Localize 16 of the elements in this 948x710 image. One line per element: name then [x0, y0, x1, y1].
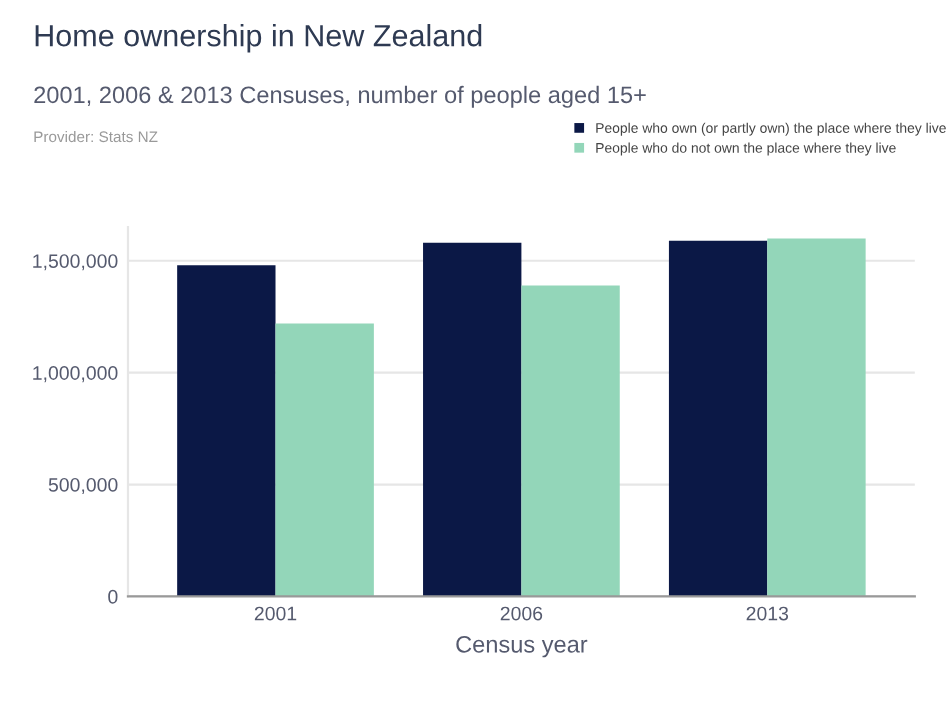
- bar: [177, 265, 276, 597]
- chart-title: Home ownership in New Zealand: [35, 24, 482, 53]
- y-tick-label: 1,000,000: [33, 366, 118, 383]
- y-tick-label: 0: [108, 589, 118, 604]
- bar: [668, 240, 768, 597]
- x-tick-label: 2001: [254, 606, 297, 621]
- x-tick-label: 2006: [500, 606, 543, 621]
- bar: [767, 238, 866, 597]
- y-tick-label: 500,000: [48, 477, 118, 495]
- x-tick-label: 2013: [746, 606, 789, 621]
- bar: [275, 323, 374, 597]
- chart-subtitle: 2001, 2006 & 2013 Censuses, number of people aged 15+: [34, 85, 646, 108]
- y-tick-label: 1,500,000: [33, 254, 118, 271]
- bar: [521, 285, 620, 597]
- x-axis-title: Census year: [456, 635, 588, 658]
- bar: [423, 242, 522, 597]
